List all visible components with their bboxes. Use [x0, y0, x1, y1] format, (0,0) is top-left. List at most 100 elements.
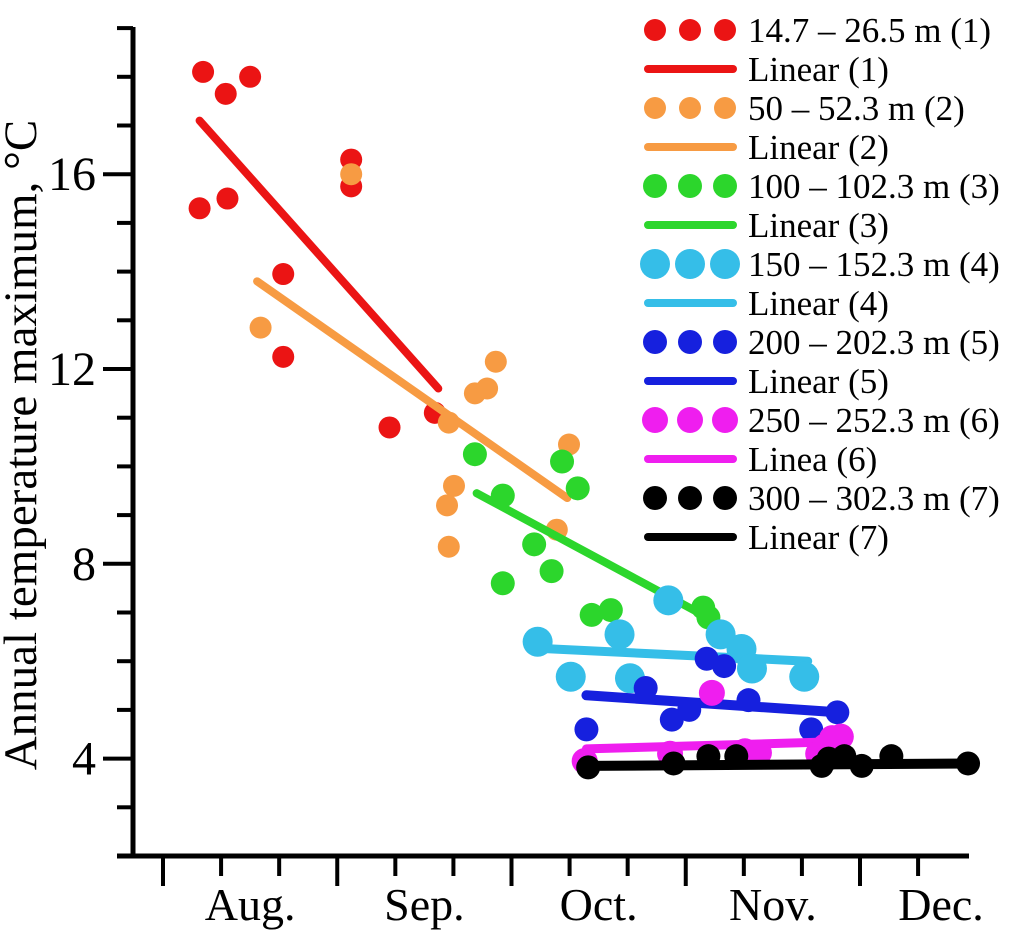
- legend-label: 250 – 252.3 m (6): [748, 401, 1000, 440]
- legend-label: 300 – 302.3 m (7): [748, 479, 1000, 518]
- legend-row-points-6: 250 – 252.3 m (6): [642, 401, 1000, 440]
- data-point: [490, 483, 515, 508]
- data-point: [633, 675, 658, 700]
- trend-line-4: [527, 643, 813, 666]
- trend-line-2: [253, 277, 572, 503]
- data-point: [799, 717, 824, 742]
- legend-dot-swatch: [678, 174, 702, 198]
- series-layer: [188, 60, 981, 780]
- month-label-nov: Nov.: [729, 879, 817, 930]
- legend-dot-swatch: [677, 407, 703, 433]
- data-point: [462, 442, 487, 467]
- legend-dot-swatch: [643, 330, 667, 354]
- data-point: [598, 598, 623, 623]
- y-tick-label: 16: [48, 148, 96, 201]
- legend-row-points-4: 150 – 152.3 m (4): [640, 245, 1000, 284]
- data-point: [192, 60, 215, 83]
- data-point: [705, 619, 736, 650]
- month-label-dec: Dec.: [898, 879, 984, 930]
- data-point: [476, 377, 499, 400]
- data-point: [576, 755, 601, 780]
- data-point: [698, 679, 725, 706]
- trend-line-7: [583, 758, 975, 771]
- y-axis-title: Annual temperature maximum, °C: [0, 120, 47, 771]
- data-point: [712, 654, 737, 679]
- data-point: [736, 653, 767, 684]
- legend-label: Linear (4): [748, 284, 889, 323]
- month-label-oct: Oct.: [560, 879, 638, 930]
- data-point: [659, 707, 684, 732]
- legend-dot-swatch: [644, 19, 666, 41]
- legend-row-line-3: Linear (3): [644, 206, 889, 245]
- axes: 4 8 12 16 Aug. Sep. Oct. Nov. Dec.: [48, 26, 984, 930]
- y-tick-label: 8: [72, 538, 96, 591]
- data-point: [825, 700, 850, 725]
- data-point: [378, 416, 401, 439]
- data-point: [724, 744, 749, 769]
- data-point: [879, 744, 904, 769]
- legend-dot-swatch: [678, 486, 702, 510]
- data-point: [436, 494, 459, 517]
- legend-label: Linear (1): [748, 50, 889, 89]
- legend-row-line-7: Linear (7): [644, 518, 889, 557]
- legend-dot-swatch: [713, 486, 737, 510]
- trend-line-6: [581, 737, 848, 754]
- data-point: [956, 751, 981, 776]
- data-point: [539, 559, 564, 584]
- legend-dot-swatch: [712, 407, 738, 433]
- trend-line-1: [195, 116, 443, 393]
- legend-dot-swatch: [679, 19, 701, 41]
- data-point: [216, 187, 239, 210]
- legend-row-line-6: Linea (6): [644, 440, 877, 479]
- data-point: [437, 535, 460, 558]
- legend-row-line-1: Linear (1): [644, 50, 889, 89]
- data-point: [340, 163, 363, 186]
- legend-row-points-2: 50 – 52.3 m (2): [644, 89, 965, 128]
- data-point: [827, 723, 854, 750]
- legend-dot-swatch: [678, 330, 702, 354]
- series-3: [462, 442, 721, 630]
- legend-row-line-4: Linear (4): [644, 284, 889, 323]
- legend: 14.7 – 26.5 m (1)Linear (1)50 – 52.3 m (…: [640, 11, 1000, 557]
- data-point: [849, 753, 874, 778]
- data-point: [522, 532, 547, 557]
- month-label-sep: Sep.: [384, 879, 465, 930]
- data-point: [677, 697, 702, 722]
- legend-label: 100 – 102.3 m (3): [748, 167, 1000, 206]
- legend-dot-swatch: [643, 174, 667, 198]
- data-point: [696, 744, 721, 769]
- legend-label: 14.7 – 26.5 m (1): [748, 11, 991, 50]
- legend-dot-swatch: [643, 486, 667, 510]
- data-point: [437, 411, 460, 434]
- legend-dot-swatch: [714, 19, 736, 41]
- legend-row-line-5: Linear (5): [644, 362, 889, 401]
- data-point: [574, 717, 599, 742]
- legend-dot-swatch: [713, 330, 737, 354]
- y-tick-label: 12: [48, 343, 96, 396]
- legend-dot-swatch: [710, 249, 740, 279]
- data-point: [188, 197, 211, 220]
- legend-dot-swatch: [679, 97, 701, 119]
- data-point: [832, 744, 857, 769]
- series-4: [522, 585, 820, 694]
- data-point: [272, 263, 295, 286]
- data-point: [249, 316, 272, 339]
- legend-dot-swatch: [714, 97, 736, 119]
- data-point: [239, 65, 262, 88]
- legend-row-line-2: Linear (2): [644, 128, 889, 167]
- y-tick-label: 4: [72, 733, 96, 786]
- legend-label: 50 – 52.3 m (2): [748, 89, 965, 128]
- data-point: [214, 82, 237, 105]
- month-label-aug: Aug.: [205, 879, 296, 930]
- series-7: [576, 744, 981, 780]
- legend-label: 200 – 202.3 m (5): [748, 323, 1000, 362]
- legend-label: 150 – 152.3 m (4): [748, 245, 1000, 284]
- legend-label: Linear (7): [748, 518, 889, 557]
- data-point: [604, 619, 635, 650]
- data-point: [565, 476, 590, 501]
- legend-label: Linear (3): [748, 206, 889, 245]
- data-point: [661, 751, 686, 776]
- data-point: [550, 449, 575, 474]
